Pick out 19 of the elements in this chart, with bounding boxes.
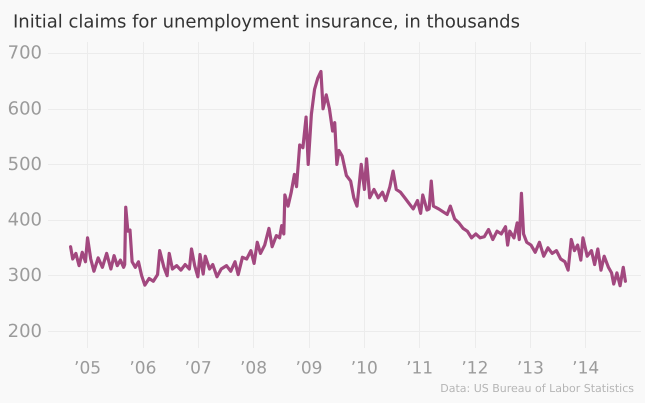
x-tick-label: ’11 [406,358,434,378]
text: Data: US Bureau of Labor Statistics [440,382,634,395]
y-tick-label: 500 [8,154,42,175]
y-tick-label: 200 [8,320,42,342]
x-tick-label: ’13 [516,358,544,378]
y-tick-label: 400 [8,210,42,231]
x-tick-label: ’14 [572,358,600,378]
x-tick-label: ’07 [184,358,212,378]
y-tick-label: 300 [8,265,42,286]
x-tick-label: ’08 [240,358,268,378]
x-tick-label: ’06 [129,358,156,378]
x-tick-label: ’05 [74,358,102,378]
x-tick-label: ’12 [461,358,488,378]
y-tick-label: 700 [8,42,42,64]
x-tick-label: ’09 [295,358,322,378]
x-tick-label: ’10 [350,358,378,378]
y-tick-label: 600 [8,98,42,120]
chart-title: Initial claims for unemployment insurance, in thousands [13,12,520,32]
line-series [68,70,627,288]
